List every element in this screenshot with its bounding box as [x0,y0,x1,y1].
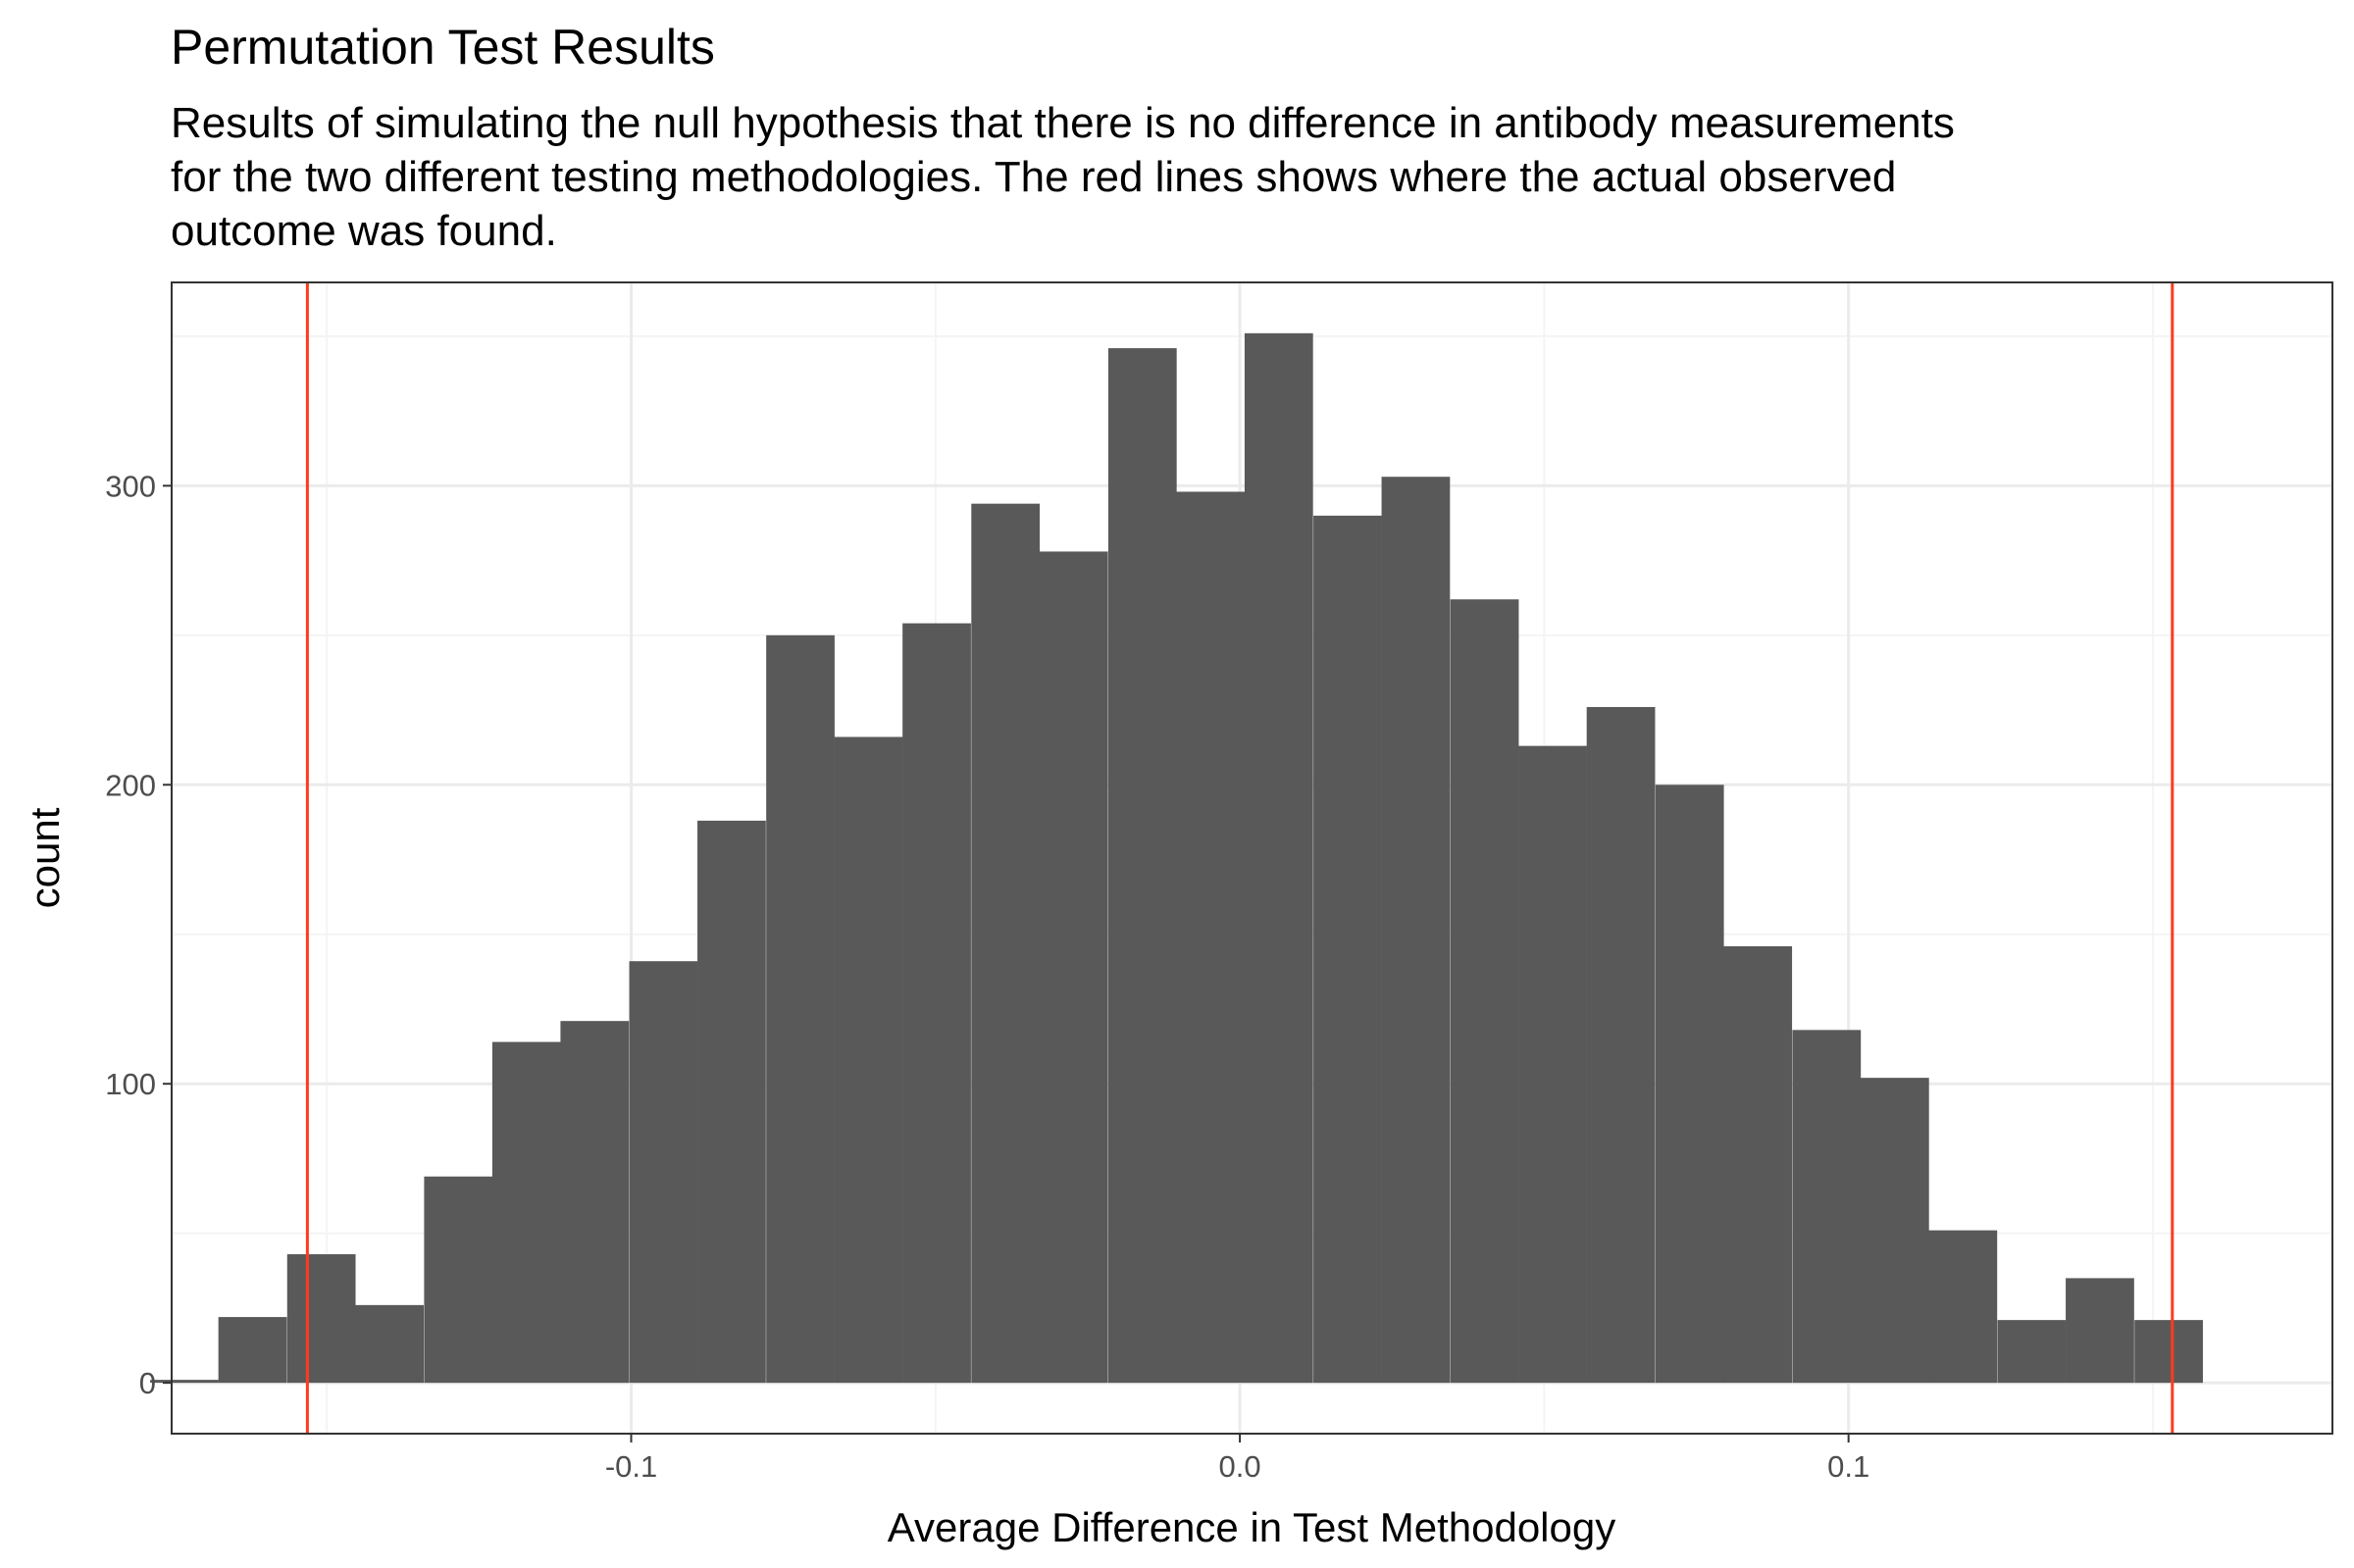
x-tick-label: -0.1 [605,1449,657,1484]
observed-lines [305,282,2175,1434]
histogram-bar [1107,348,1177,1384]
y-axis-title: count [22,807,68,908]
x-tick-label: 0.0 [1219,1449,1261,1484]
panel-border [171,281,2333,1435]
y-axis: 0 100 200 300 [105,469,172,1400]
chart-subtitle: Results of simulating the null hypothesi… [171,99,1955,255]
x-tick-label: 0.1 [1827,1449,1869,1484]
histogram-bar [286,1254,356,1384]
histogram-bar [1586,707,1656,1384]
histogram-bar [1381,477,1451,1384]
histogram-bar [1244,332,1313,1384]
histogram-bar [491,1041,561,1384]
histogram-bar [1655,784,1724,1384]
histogram-bars [150,332,2203,1384]
histogram-bar [2134,1320,2203,1384]
histogram-bar [560,1021,630,1384]
histogram-bar [1928,1230,1998,1384]
histogram-bar [834,736,903,1384]
histogram-bar [1518,745,1587,1384]
histogram-bar [1792,1030,1862,1384]
x-axis-title: Average Difference in Test Methodology [888,1504,1615,1550]
histogram-bar [150,1380,219,1384]
y-tick-label: 300 [105,469,156,503]
histogram-bar [1039,551,1108,1384]
histogram-bar [766,634,835,1384]
histogram-bar [1450,599,1519,1384]
histogram-bar [1313,515,1382,1384]
histogram-bar [1860,1078,1929,1384]
x-axis: -0.1 0.0 0.1 [605,1434,1869,1484]
histogram-bar [1997,1320,2067,1384]
histogram-bar [902,623,971,1384]
histogram-bar [2066,1278,2134,1384]
histogram-bar [629,961,698,1384]
chart-title: Permutation Test Results [171,20,715,75]
histogram-bar [1176,491,1246,1384]
y-tick-label: 200 [105,768,156,802]
histogram-bar [355,1304,425,1384]
histogram-bar [697,820,766,1384]
histogram-bar [424,1176,493,1384]
y-tick-label: 100 [105,1067,156,1101]
histogram-bar [971,503,1041,1384]
histogram-bar [1723,945,1793,1384]
y-tick-label: 0 [139,1366,156,1400]
histogram-bar [218,1317,287,1384]
